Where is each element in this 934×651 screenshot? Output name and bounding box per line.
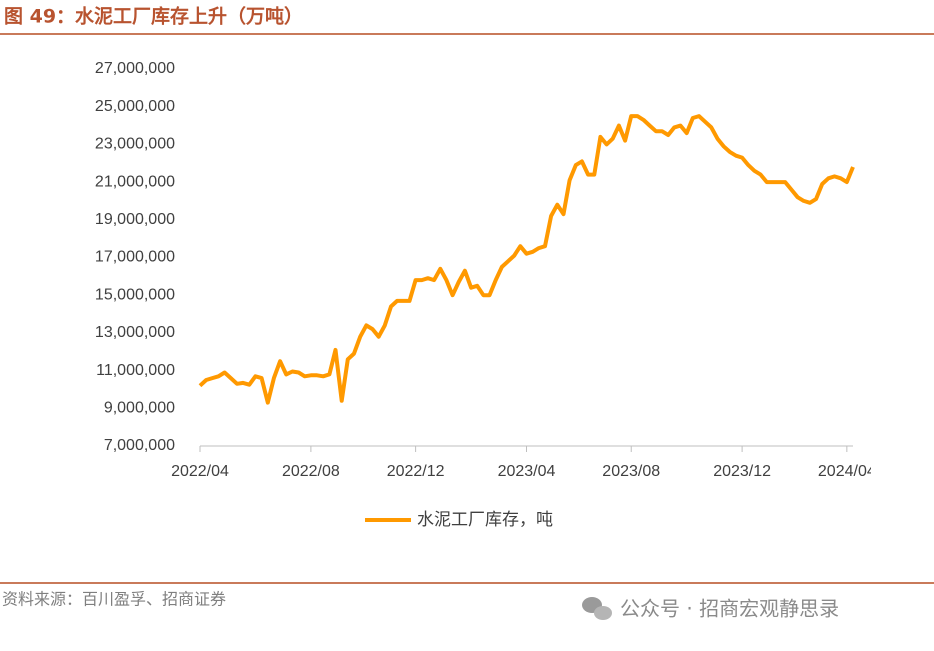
y-tick-label: 27,000,000	[95, 60, 175, 77]
plot-area: 7,000,000 9,000,000 11,000,000 13,000,000 15…	[95, 60, 876, 530]
x-tick-label: 2023/08	[602, 463, 660, 480]
y-tick-label: 19,000,000	[95, 211, 175, 228]
source-note: 资料来源：百川盈孚、招商证券	[2, 590, 226, 609]
y-tick-label: 23,000,000	[95, 136, 175, 153]
wechat-icon	[582, 597, 612, 620]
line-series	[198, 114, 855, 405]
y-tick-label: 17,000,000	[95, 249, 175, 266]
x-tick-label: 2022/04	[171, 463, 229, 480]
y-tick-label: 7,000,000	[104, 437, 175, 454]
x-tick-label: 2024/04	[818, 463, 876, 480]
x-tick-label: 2023/12	[713, 463, 771, 480]
x-tick-label: 2022/12	[387, 463, 445, 480]
x-tick-label: 2023/04	[498, 463, 556, 480]
x-ticks: 2022/04 2022/08 2022/12 2023/04 2023/08 2023/…	[171, 446, 876, 480]
y-tick-label: 13,000,000	[95, 324, 175, 341]
watermark: 公众号 · 招商宏观静思录	[620, 597, 839, 621]
x-tick-label: 2022/08	[282, 463, 340, 480]
y-tick-label: 9,000,000	[104, 400, 175, 417]
y-tick-label: 11,000,000	[96, 362, 175, 379]
chart-title: 图 49：水泥工厂库存上升（万吨）	[4, 5, 303, 28]
y-tick-label: 25,000,000	[95, 98, 175, 115]
legend-label: 水泥工厂库存，吨	[417, 510, 553, 530]
y-tick-label: 15,000,000	[95, 286, 175, 303]
y-tick-label: 21,000,000	[95, 173, 175, 190]
